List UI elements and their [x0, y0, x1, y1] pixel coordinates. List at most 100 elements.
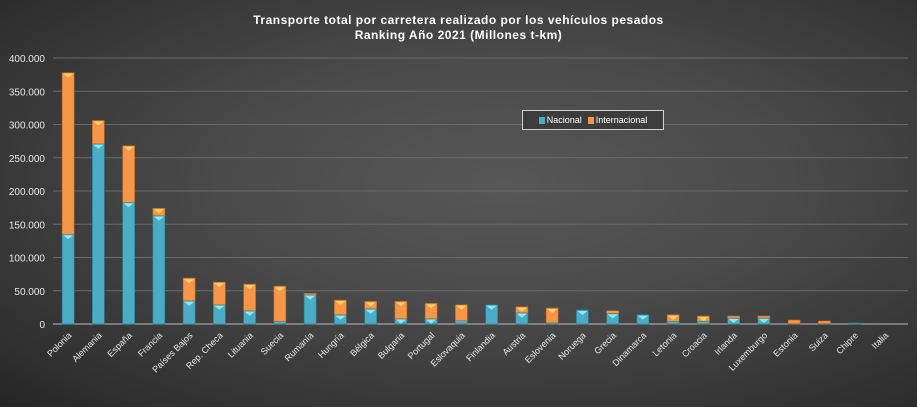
bar-highlight: [668, 315, 679, 320]
y-tick-label: 200.000: [9, 187, 46, 198]
bar-highlight: [123, 203, 134, 208]
bar-internacional: [334, 299, 347, 315]
bar-nacional: [455, 320, 468, 325]
bar-nacional: [152, 215, 166, 325]
legend-item-internacional: Internacional: [587, 115, 647, 125]
x-tick-label: Noruega: [556, 330, 587, 361]
bar-highlight: [63, 73, 74, 78]
y-tick-label: 350.000: [9, 87, 46, 98]
bar-highlight: [214, 305, 225, 310]
bar-nacional: [92, 143, 105, 325]
bar-highlight: [63, 235, 74, 240]
x-tick-label: España: [105, 330, 134, 359]
x-tick-label: Alemania: [70, 330, 104, 364]
bar-internacional: [787, 319, 801, 324]
bar-highlight: [365, 302, 376, 307]
bar-highlight: [335, 315, 346, 320]
bar-nacional: [848, 322, 861, 325]
bar-highlight: [184, 279, 195, 284]
x-tick-label: Lituania: [226, 330, 255, 359]
bar-highlight: [153, 209, 164, 214]
bar-highlight: [214, 283, 225, 288]
bar-internacional: [606, 310, 619, 314]
legend-item-nacional: Nacional: [538, 115, 582, 125]
x-tick-label: Italia: [870, 330, 891, 351]
bar-nacional: [666, 321, 680, 325]
y-tick-label: 250.000: [9, 154, 46, 165]
x-tick-label: Croacia: [680, 330, 709, 359]
bar-internacional: [303, 293, 317, 296]
bar-internacional: [213, 281, 226, 306]
x-tick-label: Suiza: [807, 330, 830, 353]
bar-highlight: [335, 301, 346, 306]
bar-internacional: [424, 303, 438, 319]
bar-internacional: [394, 301, 408, 319]
x-tick-label: Bélgica: [348, 330, 376, 358]
bar-highlight: [395, 319, 406, 324]
bar-highlight: [123, 146, 134, 151]
bar-nacional: [273, 321, 287, 325]
x-tick-label: Rumanía: [283, 330, 316, 363]
x-tick-label: Grecia: [592, 330, 618, 356]
bar-highlight: [93, 144, 104, 149]
bar-highlight: [244, 311, 255, 316]
x-tick-label: Bulgaria: [376, 330, 406, 360]
bar-nacional: [122, 202, 135, 325]
bar-highlight: [153, 216, 164, 221]
y-tick-label: 0: [39, 320, 45, 331]
x-tick-label: Austria: [500, 330, 527, 357]
bar-highlight: [516, 307, 527, 312]
x-tick-label: Chipre: [834, 330, 860, 356]
bar-highlight: [698, 317, 709, 322]
bar-highlight: [758, 319, 769, 324]
bar-highlight: [93, 121, 104, 126]
bar-internacional: [122, 145, 135, 203]
bar-internacional: [757, 315, 771, 319]
x-tick-label: Polonia: [45, 330, 73, 358]
bar-highlight: [426, 319, 437, 324]
y-tick-label: 400.000: [9, 54, 46, 65]
bar-highlight: [305, 295, 316, 300]
y-tick-label: 150.000: [9, 220, 46, 231]
bar-internacional: [545, 307, 559, 323]
bar-highlight: [365, 309, 376, 314]
bar-highlight: [274, 287, 285, 292]
x-tick-label: Irlanda: [713, 330, 740, 357]
bar-internacional: [727, 315, 740, 319]
bar-internacional: [455, 304, 468, 321]
chart-subtitle: Ranking Año 2021 (Millones t-km): [354, 28, 563, 42]
chart-title: Transporte total por carretera realizado…: [253, 13, 664, 27]
bar-internacional: [273, 285, 287, 322]
bar-nacional: [697, 321, 710, 325]
x-tick-label: Finlandia: [464, 330, 497, 363]
bar-highlight: [547, 309, 558, 314]
bar-highlight: [577, 311, 588, 316]
x-tick-label: Suecia: [259, 330, 286, 357]
bar-highlight: [516, 313, 527, 318]
bar-internacional: [61, 72, 75, 235]
bar-highlight: [456, 305, 467, 310]
bar-highlight: [395, 302, 406, 307]
bar-internacional: [818, 320, 831, 324]
bar-highlight: [486, 305, 497, 310]
bar-nacional: [61, 233, 75, 325]
bar-highlight: [728, 319, 739, 324]
bar-internacional: [182, 277, 196, 302]
bar-highlight: [607, 314, 618, 319]
x-tick-label: Francia: [136, 330, 164, 358]
bar-highlight: [184, 301, 195, 306]
bar-internacional: [92, 120, 105, 145]
x-tick-label: Portugal: [406, 330, 437, 361]
bar-internacional: [243, 283, 256, 312]
y-tick-label: 50.000: [14, 287, 45, 298]
y-tick-label: 100.000: [9, 254, 46, 265]
bar-highlight: [244, 285, 255, 290]
y-tick-label: 300.000: [9, 121, 46, 132]
bar-nacional: [576, 309, 589, 325]
x-tick-label: Estonia: [771, 330, 799, 358]
legend: Nacional Internacional: [522, 110, 664, 130]
bar-nacional: [485, 304, 498, 325]
x-tick-label: Letonia: [651, 330, 679, 358]
